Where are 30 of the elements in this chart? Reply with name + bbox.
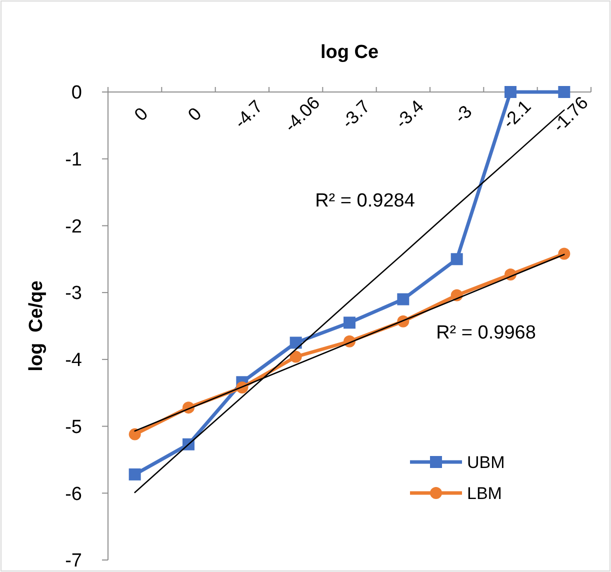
annotation: R² = 0.9968 xyxy=(436,322,536,344)
y-tick-label: -6 xyxy=(65,484,82,505)
point xyxy=(397,293,410,306)
point xyxy=(128,468,141,480)
y-tick-label: -1 xyxy=(65,150,82,171)
x-tick-label: -4.7 xyxy=(230,96,266,132)
annotation: R² = 0.9284 xyxy=(315,190,416,212)
point xyxy=(290,350,302,363)
point xyxy=(558,248,570,260)
x-tick-label: -3.4 xyxy=(391,96,428,132)
point xyxy=(290,336,302,349)
x-axis-title: log Ce xyxy=(320,42,379,63)
y-tick-label: -5 xyxy=(65,416,82,438)
y-tick-label: -4 xyxy=(65,350,82,372)
x-tick-label: -2.1 xyxy=(498,96,535,132)
y-axis-title: log Ce/qe xyxy=(26,280,47,372)
y-tick-label: -3 xyxy=(65,283,82,304)
point xyxy=(450,253,463,266)
point xyxy=(344,316,356,329)
y-tick-label: -2 xyxy=(65,216,82,238)
x-tick-label: -3.7 xyxy=(338,96,374,132)
point xyxy=(558,86,570,98)
point xyxy=(128,428,141,440)
point xyxy=(504,86,516,98)
x-tick-label: -3 xyxy=(450,101,476,127)
legend-label: LBM xyxy=(467,484,502,503)
x-tick-label: 0 xyxy=(130,104,152,125)
y-tick-label: -7 xyxy=(65,550,82,572)
x-tick-label: 0 xyxy=(184,104,206,125)
legend-label: UBM xyxy=(467,452,505,472)
